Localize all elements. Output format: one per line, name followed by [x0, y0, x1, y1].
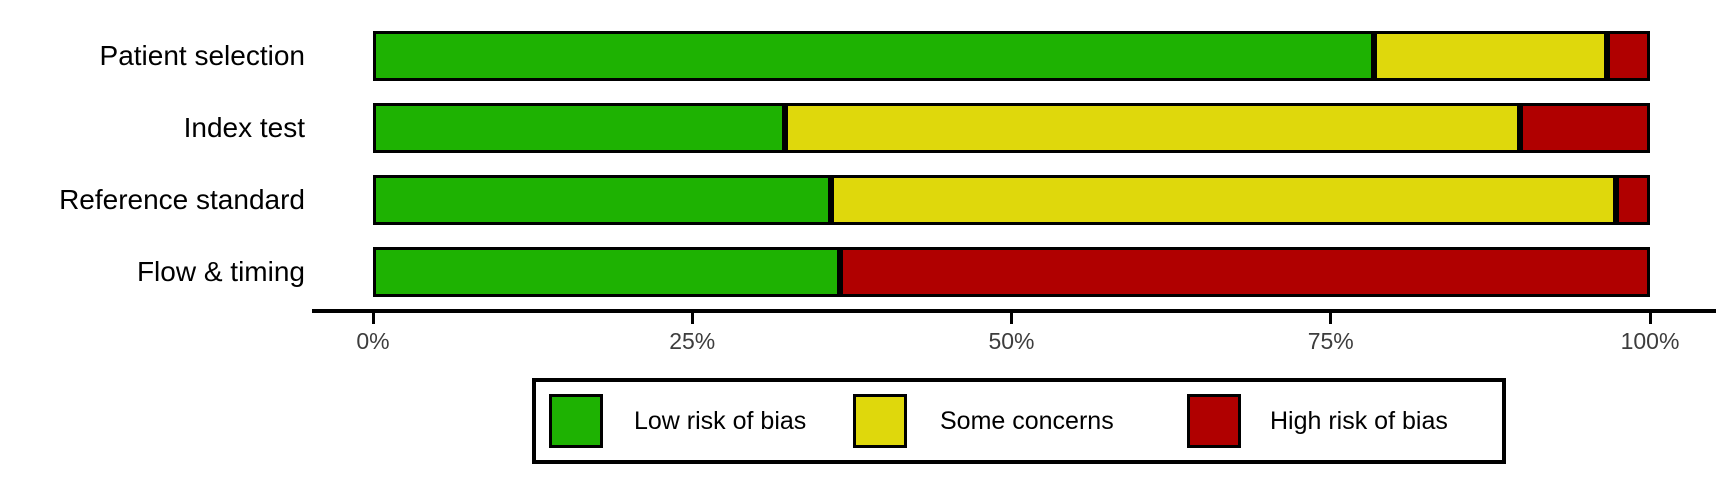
- segment-low-risk-of-bias-flow-timing: [373, 247, 841, 297]
- bar-reference-standard: [373, 175, 1650, 225]
- segment-low-risk-of-bias-patient-selection: [373, 31, 1375, 81]
- legend-label-low-risk-of-bias: Low risk of bias: [634, 407, 807, 435]
- legend-swatch-low-risk-of-bias: [549, 394, 603, 448]
- legend-swatch-some-concerns: [853, 394, 907, 448]
- category-label-patient-selection: Patient selection: [99, 40, 305, 71]
- x-tick-50: [1010, 313, 1013, 324]
- x-axis-line: [312, 309, 1716, 313]
- x-tick-100: [1648, 313, 1652, 324]
- segment-low-risk-of-bias-index-test: [373, 103, 786, 153]
- segment-high-risk-of-bias-flow-timing: [840, 247, 1650, 297]
- legend-swatch-high-risk-of-bias: [1187, 394, 1241, 448]
- bar-flow-timing: [373, 247, 1650, 297]
- bar-patient-selection: [373, 31, 1650, 81]
- segment-some-concerns-reference-standard: [831, 175, 1616, 225]
- segment-high-risk-of-bias-reference-standard: [1615, 175, 1650, 225]
- x-tick-label-25: 25%: [669, 328, 716, 354]
- x-tick-label-100: 100%: [1620, 328, 1680, 354]
- x-tick-0: [371, 313, 375, 324]
- x-tick-25: [690, 313, 694, 324]
- segment-low-risk-of-bias-reference-standard: [373, 175, 832, 225]
- category-label-index-test: Index test: [183, 112, 305, 143]
- legend: Low risk of bias Some concerns High risk o…: [532, 378, 1506, 464]
- segment-high-risk-of-bias-patient-selection: [1606, 31, 1650, 81]
- category-label-reference-standard: Reference standard: [59, 184, 305, 215]
- segment-high-risk-of-bias-index-test: [1519, 103, 1650, 153]
- segment-some-concerns-index-test: [785, 103, 1520, 153]
- segment-some-concerns-patient-selection: [1374, 31, 1607, 81]
- legend-label-high-risk-of-bias: High risk of bias: [1270, 407, 1448, 435]
- legend-label-some-concerns: Some concerns: [940, 407, 1114, 435]
- x-tick-label-75: 75%: [1307, 328, 1354, 354]
- bar-index-test: [373, 103, 1650, 153]
- x-tick-label-0: 0%: [356, 328, 390, 354]
- category-label-flow-timing: Flow & timing: [136, 256, 305, 287]
- x-tick-label-50: 50%: [988, 328, 1035, 354]
- x-tick-75: [1329, 313, 1333, 324]
